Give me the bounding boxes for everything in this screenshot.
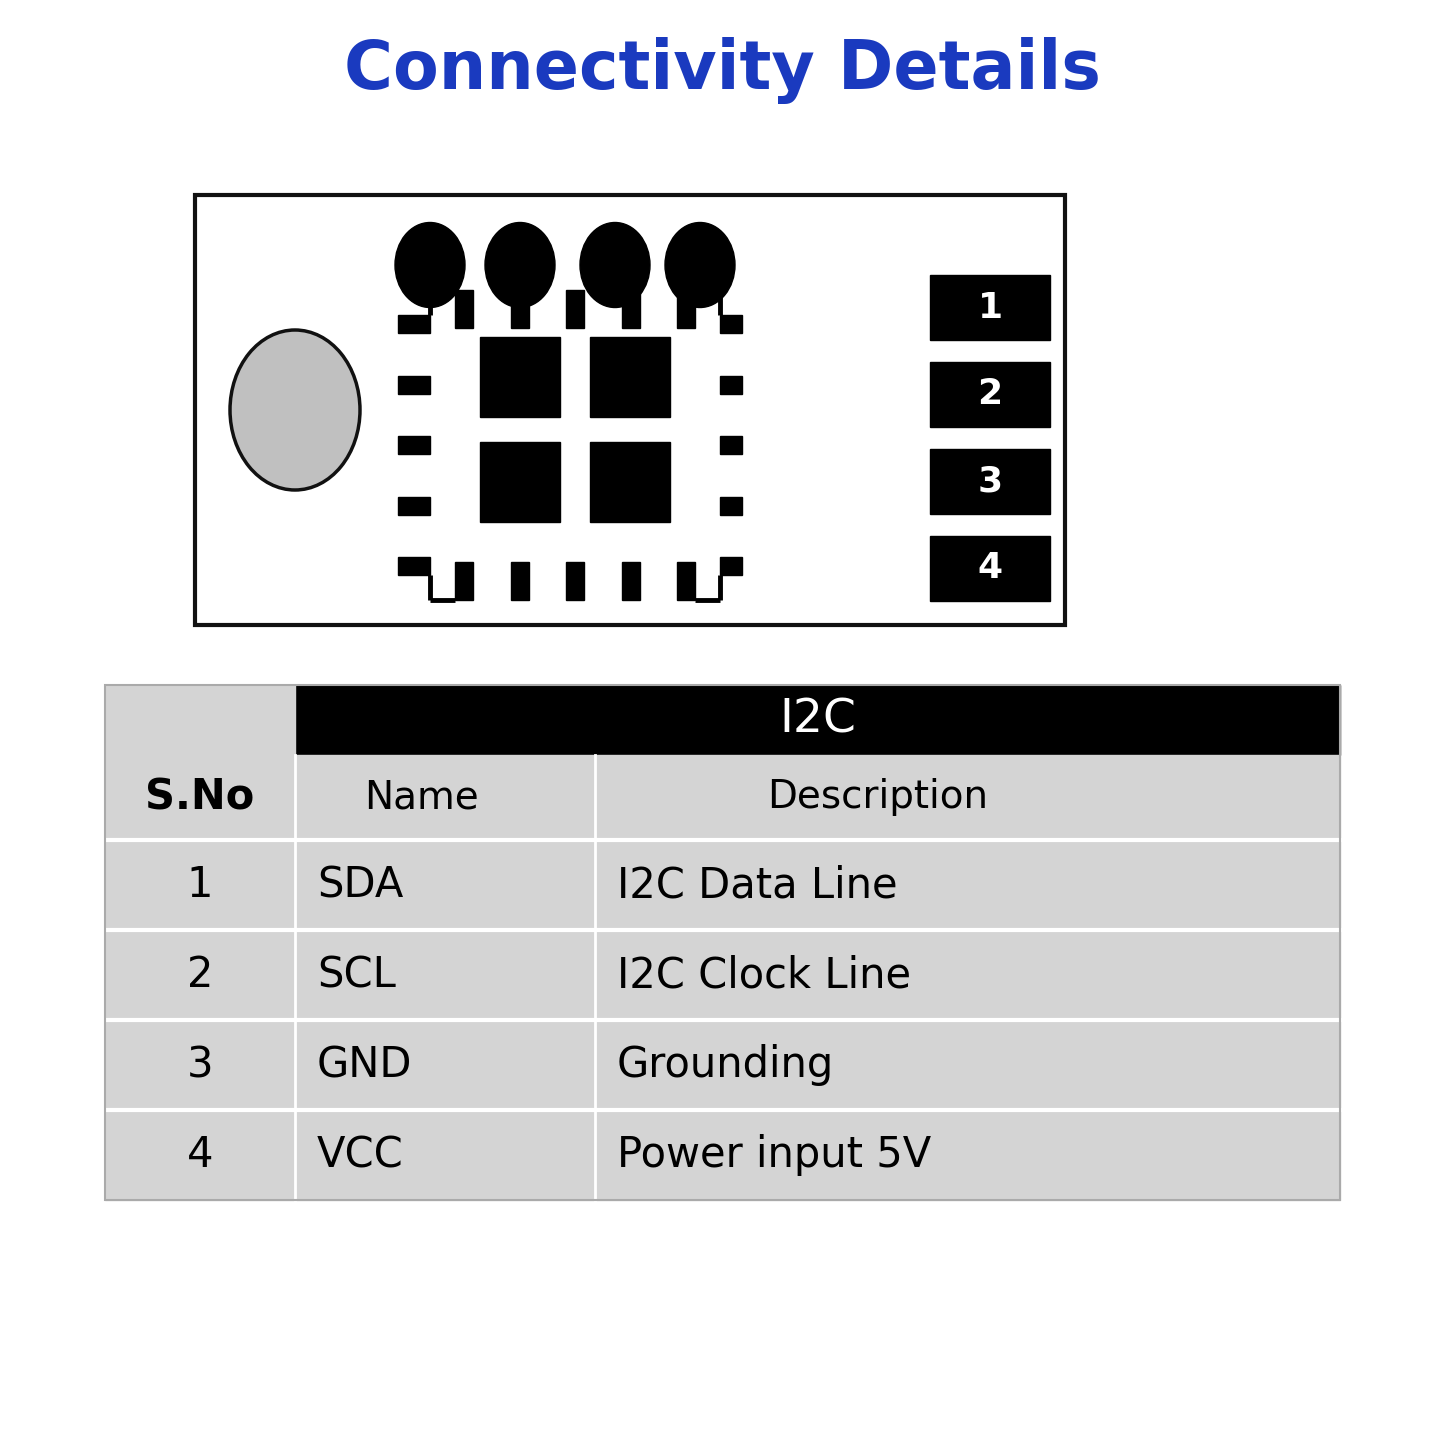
Bar — [510, 562, 529, 600]
Bar — [195, 195, 1065, 626]
Bar — [105, 685, 295, 840]
Bar — [480, 337, 561, 418]
Bar — [455, 290, 473, 328]
Text: Connectivity Details: Connectivity Details — [344, 36, 1101, 104]
Bar — [105, 685, 1340, 1199]
Text: 4: 4 — [977, 552, 1003, 585]
Text: I2C Clock Line: I2C Clock Line — [617, 954, 912, 996]
Text: I2C: I2C — [779, 698, 855, 743]
Text: 2: 2 — [977, 377, 1003, 412]
Bar — [105, 1110, 1340, 1199]
Text: 2: 2 — [186, 954, 214, 996]
Text: I2C Data Line: I2C Data Line — [617, 864, 897, 906]
Bar — [105, 840, 1340, 931]
Bar — [397, 497, 431, 514]
Text: 3: 3 — [186, 1043, 214, 1087]
Bar — [931, 536, 1051, 601]
Bar — [510, 290, 529, 328]
Text: S.No: S.No — [146, 776, 254, 818]
Bar — [678, 562, 695, 600]
Ellipse shape — [665, 223, 736, 308]
Bar — [397, 376, 431, 393]
Ellipse shape — [394, 223, 465, 308]
Text: Power input 5V: Power input 5V — [617, 1134, 931, 1176]
Text: SDA: SDA — [316, 864, 403, 906]
Bar — [590, 337, 670, 418]
Text: GND: GND — [316, 1043, 412, 1087]
Bar — [720, 315, 741, 332]
Bar — [105, 931, 1340, 1020]
Text: VCC: VCC — [316, 1134, 403, 1176]
Bar — [678, 290, 695, 328]
Text: SCL: SCL — [316, 954, 396, 996]
Ellipse shape — [230, 329, 360, 490]
Bar — [931, 449, 1051, 514]
Bar — [566, 290, 584, 328]
Bar — [590, 442, 670, 522]
Text: 4: 4 — [186, 1134, 214, 1176]
Bar — [931, 275, 1051, 340]
Bar — [105, 1020, 1340, 1110]
Text: Name: Name — [364, 779, 478, 816]
Ellipse shape — [579, 223, 650, 308]
Bar — [480, 442, 561, 522]
Bar — [621, 290, 640, 328]
Bar — [720, 556, 741, 575]
Bar — [720, 497, 741, 514]
Text: Grounding: Grounding — [617, 1043, 834, 1087]
Bar — [295, 685, 1340, 754]
Bar — [931, 363, 1051, 428]
Bar — [566, 562, 584, 600]
Bar — [720, 376, 741, 393]
Ellipse shape — [486, 223, 555, 308]
Bar — [720, 436, 741, 454]
Text: Description: Description — [767, 779, 988, 816]
Text: 1: 1 — [977, 290, 1003, 325]
Text: 3: 3 — [977, 464, 1003, 499]
Bar — [621, 562, 640, 600]
Bar — [455, 562, 473, 600]
Text: 1: 1 — [186, 864, 214, 906]
Bar — [397, 556, 431, 575]
Bar — [397, 315, 431, 332]
Bar — [397, 436, 431, 454]
Bar — [295, 754, 1340, 840]
